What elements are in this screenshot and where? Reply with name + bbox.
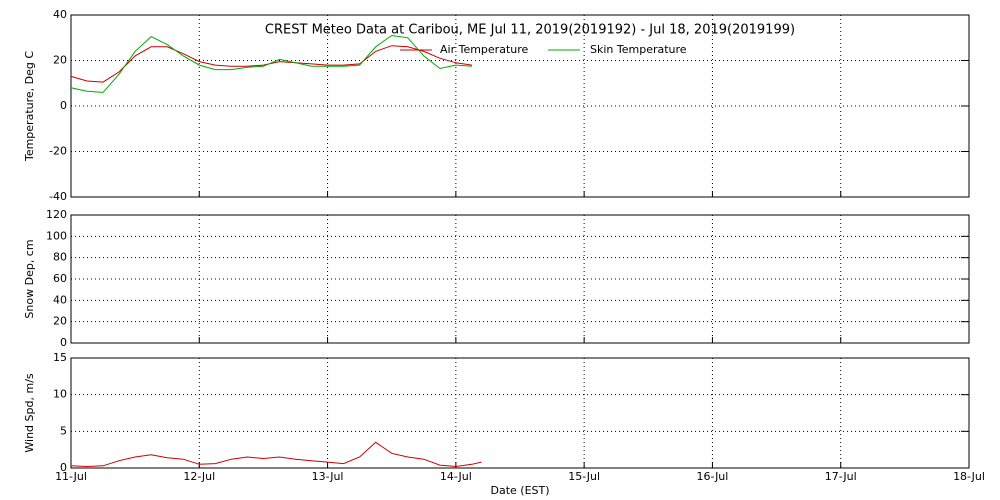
y-tick-label: 0: [60, 336, 67, 349]
y-tick-label: 40: [53, 8, 67, 21]
y-tick-label: 80: [53, 251, 67, 264]
x-tick-label: 18-Jul: [953, 470, 985, 483]
x-tick-label: 17-Jul: [825, 470, 857, 483]
y-tick-label: 20: [53, 315, 67, 328]
x-tick-label: 14-Jul: [440, 470, 472, 483]
x-tick-label: 12-Jul: [183, 470, 215, 483]
plot-frame: [70, 357, 970, 469]
data-line: [70, 441, 482, 468]
y-tick-label: 0: [60, 461, 67, 474]
y-axis-label: Temperature, Deg C: [23, 51, 36, 162]
y-tick-label: 0: [60, 99, 67, 112]
y-tick-label: 60: [53, 272, 67, 285]
data-line: [70, 34, 472, 93]
y-axis-label: Wind Spd, m/s: [23, 373, 36, 453]
y-axis-label: Snow Dep, cm: [23, 239, 36, 318]
y-tick-label: -40: [49, 190, 67, 203]
y-tick-label: 120: [46, 208, 67, 221]
x-tick-label: 11-Jul: [55, 470, 87, 483]
data-line: [70, 45, 472, 83]
y-tick-label: -20: [49, 145, 67, 158]
x-tick-label: 16-Jul: [696, 470, 728, 483]
y-tick-label: 40: [53, 293, 67, 306]
x-tick-label: 15-Jul: [568, 470, 600, 483]
y-tick-label: 15: [53, 351, 67, 364]
y-tick-label: 100: [46, 229, 67, 242]
x-tick-label: 13-Jul: [312, 470, 344, 483]
y-tick-label: 10: [53, 388, 67, 401]
legend-label: Air Temperature: [440, 43, 529, 56]
y-tick-label: 20: [53, 54, 67, 67]
y-tick-label: 5: [60, 424, 67, 437]
x-axis-label: Date (EST): [490, 484, 549, 497]
legend-label: Skin Temperature: [590, 43, 687, 56]
chart-title: CREST Meteo Data at Caribou, ME Jul 11, …: [265, 23, 795, 38]
